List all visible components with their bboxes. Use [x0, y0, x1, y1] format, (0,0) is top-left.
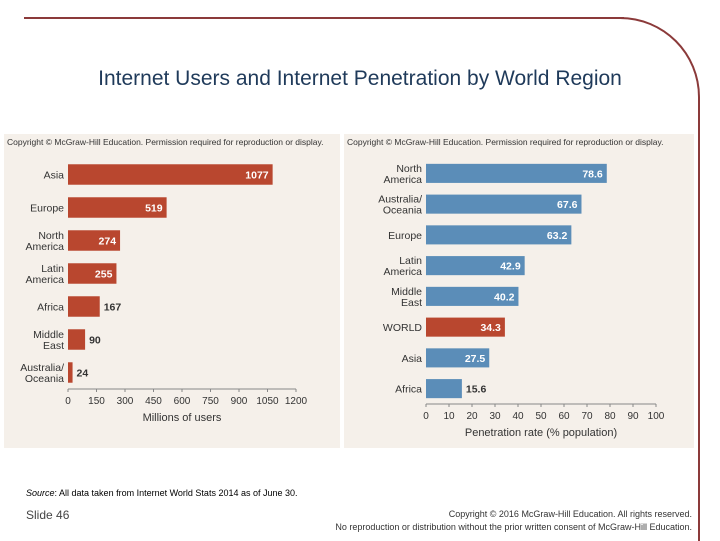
- slide-frame-curve: [560, 17, 700, 541]
- slide-number: Slide 46: [26, 508, 70, 522]
- source-text: : All data taken from Internet World Sta…: [54, 488, 298, 498]
- x-tick-label: 0: [65, 396, 71, 407]
- data-label: 40.2: [494, 291, 515, 303]
- x-tick-label: 30: [489, 411, 501, 422]
- bar: [426, 348, 490, 368]
- data-label: 519: [145, 203, 163, 215]
- bar: [426, 225, 572, 245]
- bar: [68, 164, 273, 185]
- internet-users-svg: 1077 Asia 519 Europe 274 North America 255 Latin…: [20, 164, 308, 424]
- source-label: Source: [26, 488, 55, 498]
- x-tick-label: 50: [535, 411, 547, 422]
- category-label: Latin America: [383, 255, 422, 278]
- x-tick-label: 450: [145, 396, 162, 407]
- data-label: 78.6: [582, 168, 603, 180]
- x-tick-label: 150: [88, 396, 105, 407]
- category-label: WORLD: [383, 322, 423, 334]
- category-label: Africa: [395, 384, 422, 396]
- x-axis-title: Millions of users: [143, 412, 222, 424]
- data-label: 1077: [245, 170, 269, 182]
- bar: [426, 317, 505, 337]
- x-tick-label: 100: [648, 411, 665, 422]
- category-label: Asia: [44, 170, 65, 182]
- x-axis-title: Penetration rate (% population): [465, 427, 617, 439]
- data-label: 15.6: [466, 384, 487, 396]
- x-tick-label: 20: [466, 411, 478, 422]
- x-tick-label: 10: [443, 411, 455, 422]
- category-label: Middle East: [33, 329, 64, 352]
- penetration-rate-svg: 78.6 North America 67.6 Australia/Oceania 63.…: [378, 163, 665, 439]
- bar: [68, 263, 117, 284]
- source-note: Source: All data taken from Internet Wor…: [26, 488, 298, 498]
- category-label: Latin America: [25, 263, 64, 286]
- x-tick-label: 900: [231, 396, 248, 407]
- data-label: 67.6: [557, 199, 578, 211]
- category-label: Middle East: [391, 286, 422, 309]
- slide-frame-top: [24, 17, 624, 19]
- bar: [68, 230, 121, 251]
- data-label: 167: [104, 302, 122, 314]
- category-label: Europe: [388, 230, 422, 242]
- x-tick-label: 0: [423, 411, 429, 422]
- data-label: 90: [89, 335, 101, 347]
- data-label: 63.2: [547, 230, 568, 242]
- x-tick-label: 80: [604, 411, 616, 422]
- bar: [426, 286, 519, 306]
- slide-title: Internet Users and Internet Penetration …: [98, 67, 622, 90]
- footer-copyright: Copyright © 2016 McGraw-Hill Education. …: [272, 508, 692, 534]
- data-label: 274: [99, 236, 117, 248]
- category-label: Africa: [37, 302, 64, 314]
- bar: [68, 362, 73, 383]
- category-label: Europe: [30, 203, 64, 215]
- data-label: 24: [77, 368, 89, 380]
- x-tick-label: 750: [202, 396, 219, 407]
- x-tick-label: 90: [627, 411, 639, 422]
- bar: [426, 379, 462, 399]
- x-tick-label: 40: [512, 411, 524, 422]
- bar: [68, 329, 86, 350]
- x-tick-label: 1050: [256, 396, 279, 407]
- x-tick-label: 60: [558, 411, 570, 422]
- footer-line-1: Copyright © 2016 McGraw-Hill Education. …: [448, 509, 692, 519]
- category-label: Australia/Oceania: [378, 194, 422, 217]
- bar: [68, 296, 100, 317]
- data-label: 255: [95, 269, 113, 281]
- chart-copyright: Copyright © McGraw-Hill Education. Permi…: [347, 137, 664, 147]
- data-label: 34.3: [480, 322, 501, 334]
- penetration-rate-chart: Copyright © McGraw-Hill Education. Permi…: [344, 134, 694, 448]
- data-label: 42.9: [500, 261, 521, 273]
- bar: [426, 194, 582, 214]
- bar: [426, 256, 525, 276]
- x-tick-label: 1200: [285, 396, 308, 407]
- data-label: 27.5: [465, 353, 486, 365]
- category-label: North America: [383, 163, 422, 186]
- bar: [426, 163, 607, 183]
- x-tick-label: 300: [117, 396, 134, 407]
- internet-users-chart: Copyright © McGraw-Hill Education. Permi…: [4, 134, 340, 448]
- category-label: Asia: [402, 353, 423, 365]
- x-tick-label: 70: [581, 411, 593, 422]
- category-label: North America: [25, 230, 64, 253]
- category-label: Australia/Oceania: [20, 362, 64, 385]
- footer-line-2: No reproduction or distribution without …: [335, 522, 692, 532]
- bar: [68, 197, 167, 218]
- x-tick-label: 600: [174, 396, 191, 407]
- chart-copyright: Copyright © McGraw-Hill Education. Permi…: [7, 137, 324, 147]
